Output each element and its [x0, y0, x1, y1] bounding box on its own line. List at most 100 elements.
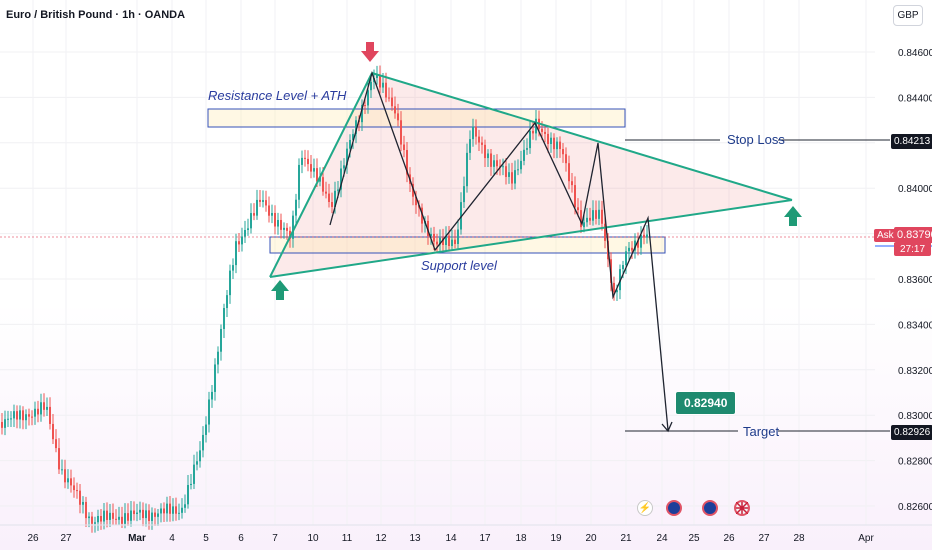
candle-body [226, 295, 228, 309]
candle-body [640, 234, 642, 248]
candle-body [328, 193, 330, 203]
candle-body [241, 236, 243, 245]
candle-body [487, 153, 489, 159]
candle-body [592, 210, 594, 221]
candle-body [94, 522, 96, 524]
candle-body [154, 512, 156, 517]
candle-body [442, 237, 444, 246]
candle-body [412, 183, 414, 197]
x-tick-label: 14 [445, 533, 457, 544]
candle-body [16, 411, 18, 420]
candle-body [379, 74, 381, 88]
candle-body [598, 209, 600, 219]
triangle-top-edge [371, 72, 793, 201]
candle-body [22, 410, 24, 421]
candle-body [244, 229, 246, 237]
candle-body [172, 506, 174, 514]
symbol-title[interactable]: Euro / British Pound · 1h · OANDA [6, 9, 186, 21]
candle-body [454, 239, 456, 244]
x-tick-label: 27 [60, 533, 72, 544]
candle-body [460, 202, 462, 230]
candle-body [229, 270, 231, 296]
candle-body [580, 210, 582, 228]
candle-body [139, 509, 141, 513]
candle-body [202, 434, 204, 451]
candle-body [334, 190, 336, 207]
candle-body [7, 418, 9, 420]
candle-body [247, 228, 249, 230]
candle-body [124, 513, 126, 524]
candle-body [631, 247, 633, 251]
x-tick-label: 13 [409, 533, 421, 544]
candle-body [370, 81, 372, 91]
y-axis: 0.846000.844000.842000.840000.838000.836… [898, 48, 932, 513]
candle-body [256, 199, 258, 216]
x-tick-label: 12 [375, 533, 387, 544]
candle-body [553, 137, 555, 150]
candle-body [520, 160, 522, 170]
candle-body [478, 136, 480, 143]
candle-body [586, 217, 588, 223]
candle-body [385, 82, 387, 98]
resistance-label: Resistance Level + ATH [208, 88, 347, 103]
candle-body [643, 234, 645, 238]
candle-body [577, 207, 579, 211]
x-tick-label: 25 [688, 533, 700, 544]
lightning-icon[interactable]: ⚡ [637, 500, 653, 516]
currency-button[interactable]: GBP [893, 5, 923, 26]
flag-eu-icon[interactable] [666, 500, 682, 516]
candle-body [634, 240, 636, 251]
flag-uk-icon[interactable] [734, 500, 750, 516]
x-tick-label: 28 [793, 533, 805, 544]
candle-body [616, 290, 618, 293]
candle-body [4, 419, 6, 428]
candle-body [169, 503, 171, 514]
candle-body [628, 247, 630, 252]
candle-body [439, 237, 441, 245]
candle-body [319, 177, 321, 182]
candle-body [28, 414, 30, 417]
candle-body [82, 501, 84, 505]
zigzag-projection [329, 70, 669, 431]
candle-body [268, 205, 270, 216]
flag-eu-icon[interactable] [702, 500, 718, 516]
x-tick-label: 4 [169, 533, 175, 544]
triangle-bottom-edge [269, 199, 793, 278]
x-tick-label: Apr [858, 533, 874, 544]
candle-body [532, 130, 534, 134]
candle-body [196, 461, 198, 465]
candle-body [637, 240, 639, 248]
candle-body [223, 308, 225, 329]
candle-body [58, 448, 60, 470]
candle-body [160, 508, 162, 514]
up-arrow-icon [271, 280, 289, 300]
candle-body [310, 164, 312, 172]
candle-body [175, 506, 177, 514]
candle-body [355, 120, 357, 135]
candle-body [376, 74, 378, 78]
y-tick-label: 0.83000 [898, 411, 932, 422]
y-tick-label: 0.83200 [898, 366, 932, 377]
candle-body [37, 408, 39, 415]
candle-body [46, 406, 48, 410]
x-tick-label: 19 [550, 533, 562, 544]
candle-body [388, 97, 390, 99]
candle-body [340, 168, 342, 190]
candle-body [613, 282, 615, 293]
candle-body [331, 202, 333, 207]
candle-body [121, 516, 123, 524]
candle-body [52, 423, 54, 440]
candle-body [475, 126, 477, 137]
candle-body [346, 148, 348, 166]
candle-body [601, 209, 603, 224]
candle-body [301, 157, 303, 165]
candle-body [31, 416, 33, 418]
down-arrow-icon [361, 42, 379, 62]
triangle-left-edge [269, 72, 373, 278]
y-tick-label: 0.84000 [898, 184, 932, 195]
candle-body [271, 212, 273, 216]
candle-body [85, 501, 87, 519]
candle-body [472, 126, 474, 140]
